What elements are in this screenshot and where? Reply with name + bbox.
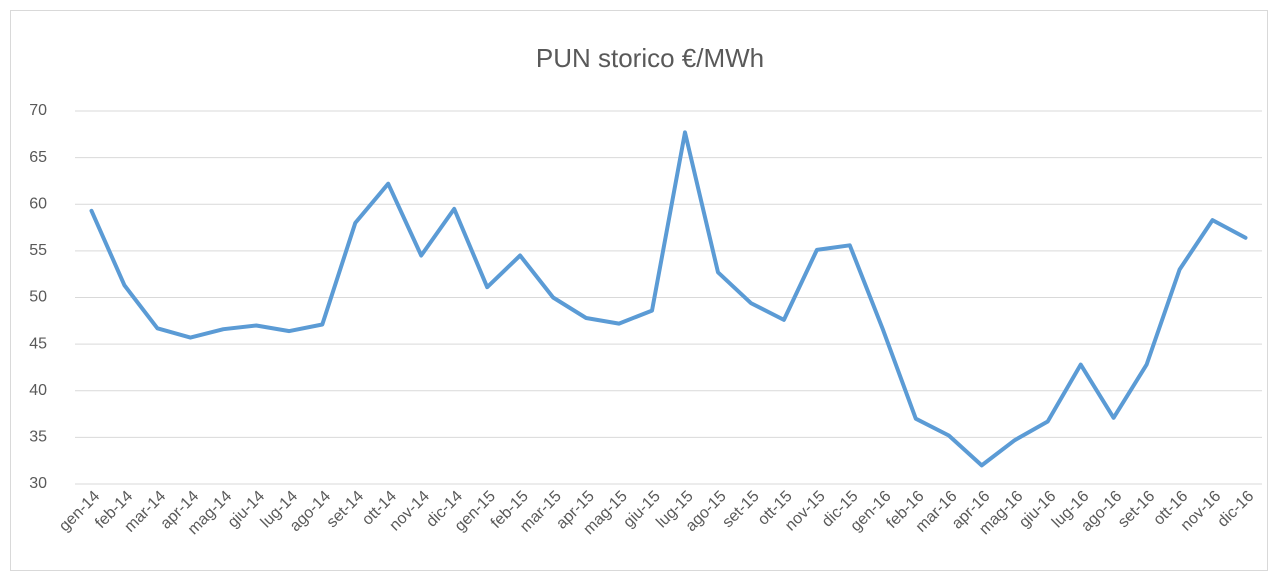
y-tick-label: 70	[29, 102, 47, 119]
y-tick-label: 60	[29, 195, 47, 212]
y-tick-label: 30	[29, 475, 47, 492]
y-tick-label: 65	[29, 149, 47, 166]
y-tick-label: 45	[29, 335, 47, 352]
chart-border	[10, 10, 1268, 571]
line-series	[89, 130, 1248, 468]
y-tick-label: 40	[29, 382, 47, 399]
y-tick-label: 35	[29, 429, 47, 446]
y-tick-label: 55	[29, 242, 47, 259]
chart-title: PUN storico €/MWh	[536, 43, 764, 73]
y-tick-label: 50	[29, 289, 47, 306]
